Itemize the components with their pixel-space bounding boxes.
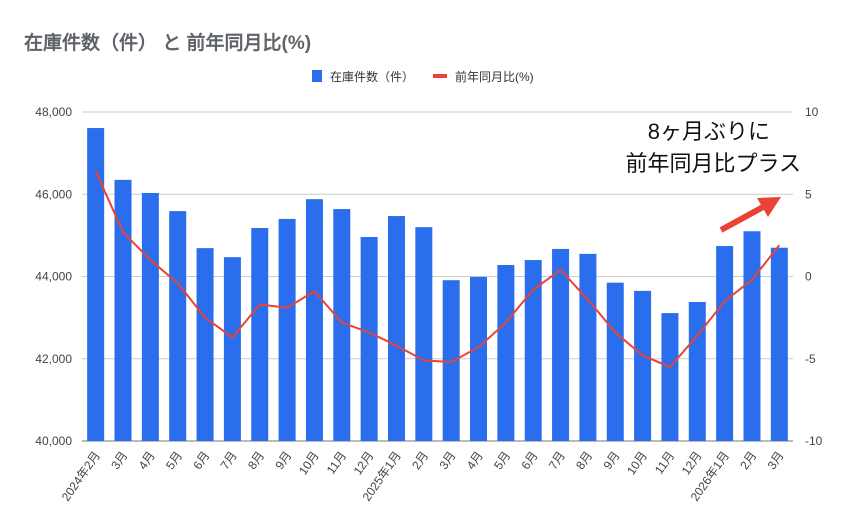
left-axis-tick: 40,000 [35,434,72,448]
bar [278,218,296,441]
bar [251,227,269,441]
x-axis-tick: 8月 [573,449,595,472]
bar [470,276,488,441]
x-axis-tick: 2月 [409,449,431,472]
bar [305,199,323,441]
bar [196,248,214,441]
bar [360,237,378,441]
x-axis-tick: 4月 [464,449,486,472]
left-axis-tick: 46,000 [35,187,72,201]
x-axis-tick: 4月 [136,449,158,472]
bar [415,227,433,441]
bar [87,128,105,441]
legend-swatch-bar [312,70,322,82]
bar [743,231,761,441]
annotation-text: 8ヶ月ぶりに [648,119,770,144]
x-axis-tick: 11月 [324,449,350,477]
bar [387,216,405,441]
chart-title: 在庫件数（件） と 前年同月比(%) [24,33,312,54]
x-axis-tick: 12月 [679,449,705,478]
bar [497,264,515,441]
x-axis-tick: 10月 [624,449,650,478]
x-axis-tick: 3月 [436,449,458,472]
right-axis-tick: 5 [805,187,812,201]
x-axis-tick: 2024年2月 [59,449,103,504]
bar [716,246,734,441]
right-axis-tick: 0 [805,270,812,284]
bar [770,247,788,441]
right-axis-tick: 10 [805,105,819,119]
right-axis-tick: -10 [805,434,823,448]
arrow-shaft [719,203,767,233]
x-axis-tick: 5月 [163,449,185,472]
x-axis-tick: 12月 [351,449,377,478]
bar [114,179,132,441]
x-axis-tick: 6月 [190,449,212,472]
x-axis-tick: 11月 [652,449,678,477]
bar [606,282,624,441]
x-axis-tick: 3月 [765,449,787,472]
bar [524,260,542,441]
x-axis-tick: 6月 [518,449,540,472]
legend-swatch-line [433,74,447,78]
left-axis-tick: 48,000 [35,105,72,119]
x-axis-tick: 3月 [108,449,130,472]
left-axis-tick: 44,000 [35,270,72,284]
bar [688,301,706,441]
annotation-text: 前年同月比プラス [625,151,801,176]
left-axis-tick: 42,000 [35,352,72,366]
bar [442,280,460,441]
x-axis-tick: 9月 [272,449,294,472]
bar [333,209,351,441]
x-axis-tick: 7月 [546,449,568,472]
x-axis-tick: 7月 [218,449,240,472]
bar [634,290,652,441]
bar [141,193,159,441]
bar [169,211,187,441]
x-axis-tick: 8月 [245,449,267,472]
bar [223,257,241,441]
bar [579,253,597,441]
legend-label: 在庫件数（件） [330,69,414,84]
legend-label: 前年同月比(%) [455,69,534,84]
bar [661,313,679,441]
arrow-head-icon [757,197,781,217]
x-axis-tick: 9月 [601,449,623,472]
x-axis-tick: 2月 [737,449,759,472]
yoy-line [94,170,781,369]
right-axis-tick: -5 [805,352,816,366]
bar [552,248,570,441]
x-axis-tick: 5月 [491,449,513,472]
x-axis-tick: 10月 [296,449,322,478]
